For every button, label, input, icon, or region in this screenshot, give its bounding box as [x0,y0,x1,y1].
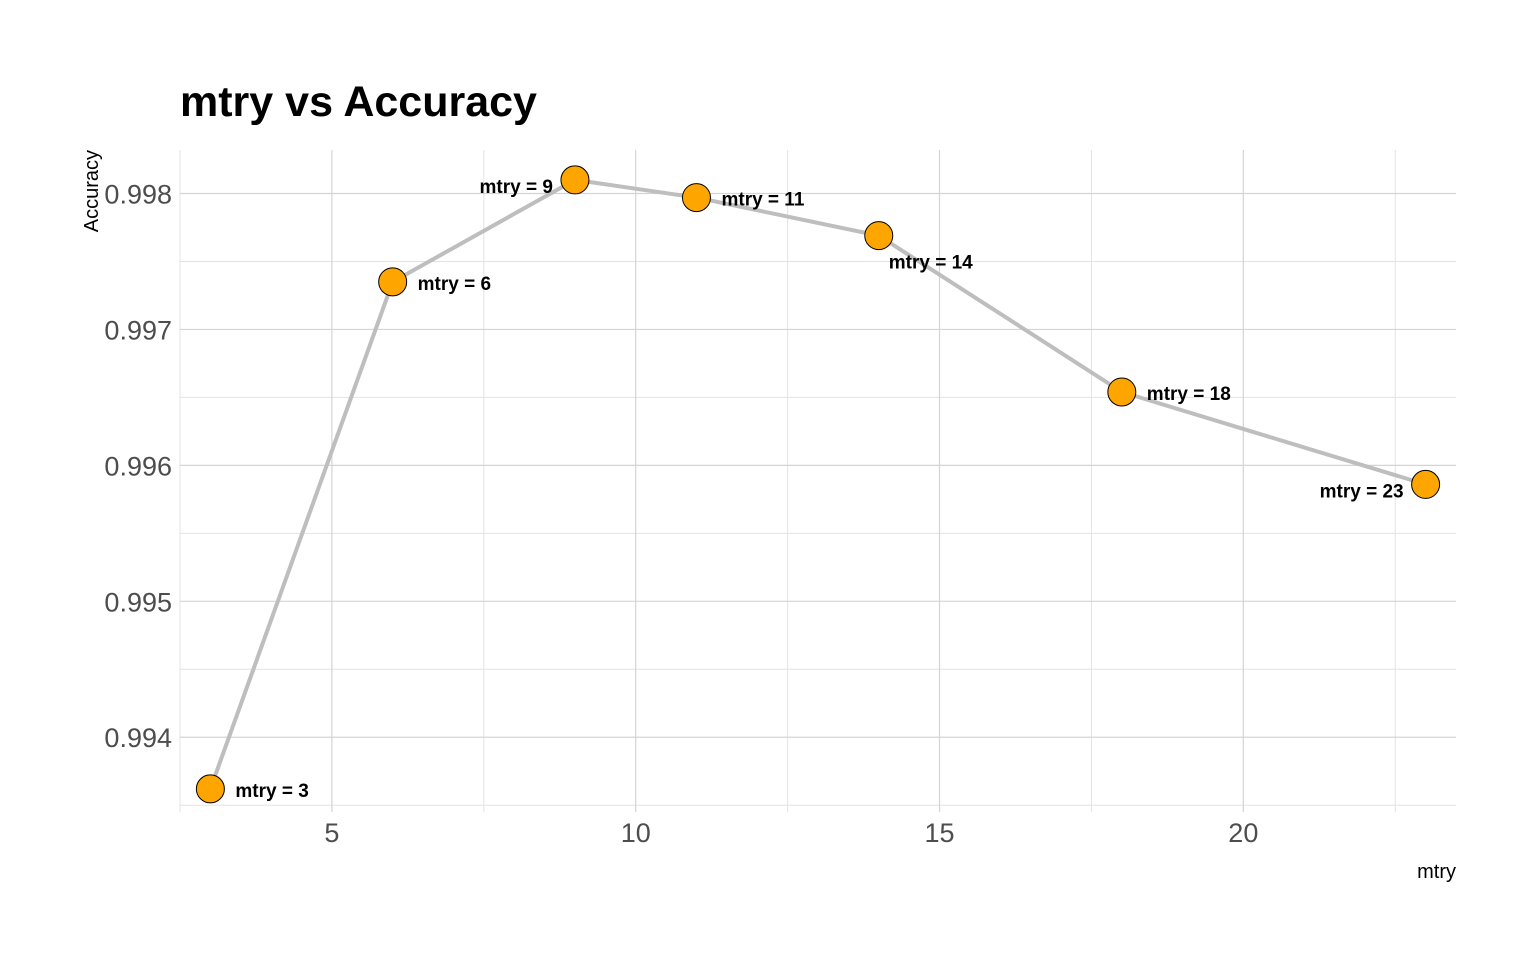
x-axis-title: mtry [1417,861,1456,883]
data-point [681,183,711,213]
chart-title: mtry vs Accuracy [180,78,537,126]
data-label: mtry = 3 [235,781,308,802]
x-tick-label: 15 [925,818,955,848]
data-point [864,221,894,251]
data-point [560,165,590,195]
x-tick-label: 5 [324,818,339,848]
y-tick-label: 0.995 [104,587,172,617]
y-tick-label: 0.997 [104,315,172,345]
data-point [195,774,225,804]
x-tick-label: 10 [621,818,651,848]
y-tick-label: 0.996 [104,451,172,481]
data-point [1411,469,1441,499]
tick-labels: 5 10 15 20 0.994 0.995 0.996 0.997 0.998 [104,179,1258,848]
data-label: mtry = 6 [418,274,491,295]
data-label: mtry = 23 [1320,481,1404,502]
data-label: mtry = 18 [1147,384,1231,405]
y-tick-label: 0.994 [104,723,172,753]
data-point [1107,377,1137,407]
x-tick-label: 20 [1228,818,1258,848]
data-label: mtry = 9 [480,177,553,198]
series-group: mtry = 3 mtry = 6 mtry = 9 mtry = 11 mtry = … [195,165,1441,804]
data-label: mtry = 11 [721,190,804,211]
y-tick-label: 0.998 [104,179,172,209]
data-label: mtry = 14 [889,253,973,274]
y-axis-title: Accuracy [81,150,103,232]
grid [179,150,1456,812]
data-point [378,267,408,297]
